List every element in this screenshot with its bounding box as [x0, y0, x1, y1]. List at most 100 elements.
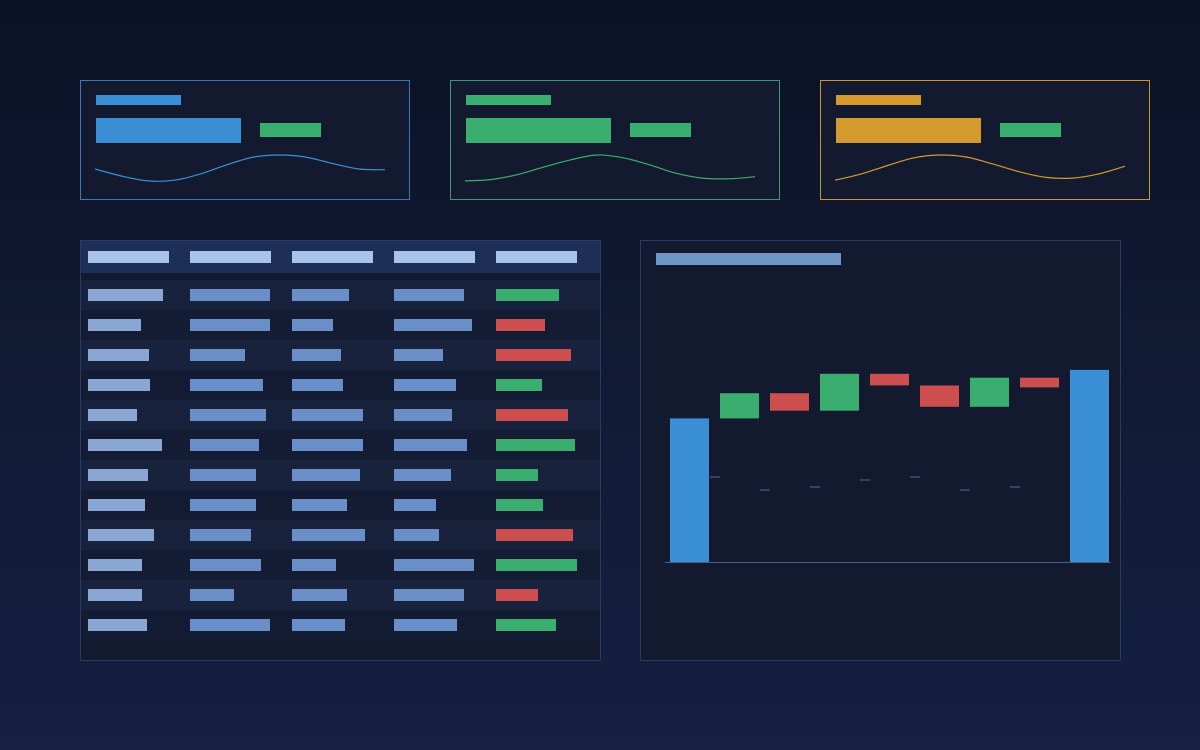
table-cell-label [88, 289, 163, 301]
table-cell-value [190, 379, 263, 391]
kpi-card-delta-badge [630, 123, 691, 137]
table-cell-label [88, 379, 150, 391]
table-cell-value [292, 589, 347, 601]
table-row[interactable] [81, 460, 600, 490]
table-row[interactable] [81, 610, 600, 640]
kpi-card-title [96, 95, 181, 105]
table-cell-value [190, 439, 259, 451]
kpi-card-value [466, 118, 611, 143]
table-cell-label [88, 409, 137, 421]
table-cell-value [190, 469, 256, 481]
table-cell-status [496, 439, 575, 451]
table-cell-value [394, 289, 464, 301]
table-cell-value [394, 589, 464, 601]
table-cell-value [394, 469, 451, 481]
table-cell-value [190, 499, 256, 511]
table-cell-label [88, 589, 142, 601]
table-cell-value [394, 529, 439, 541]
kpi-card-3 [820, 80, 1150, 200]
table-cell-value [394, 499, 436, 511]
waterfall-decrease-bar [920, 385, 959, 407]
kpi-card-sparkline [834, 154, 1126, 181]
table-cell-value [292, 469, 360, 481]
kpi-card-delta-badge [260, 123, 321, 137]
table-row[interactable] [81, 430, 600, 460]
table-cell-value [292, 619, 345, 631]
table-cell-value [190, 589, 234, 601]
sparkline-line [94, 154, 386, 182]
table-cell-value [190, 559, 261, 571]
table-row[interactable] [81, 340, 600, 370]
waterfall-increase-bar [970, 377, 1009, 407]
table-cell-value [292, 349, 341, 361]
table-cell-value [190, 319, 270, 331]
table-cell-value [292, 409, 363, 421]
table-cell-status [496, 529, 573, 541]
table-cell-value [394, 319, 472, 331]
table-cell-value [292, 499, 347, 511]
table-cell-value [292, 319, 333, 331]
table-cell-label [88, 619, 147, 631]
table-cell-status [496, 469, 538, 481]
table-cell-value [190, 619, 270, 631]
table-cell-status [496, 289, 559, 301]
table-cell-status [496, 349, 571, 361]
table-header-cell[interactable] [88, 251, 169, 263]
table-cell-value [394, 349, 443, 361]
table-cell-label [88, 469, 148, 481]
kpi-card-1 [80, 80, 410, 200]
waterfall-start-total-bar [670, 418, 709, 562]
waterfall-increase-bar [720, 393, 759, 419]
table-row[interactable] [81, 310, 600, 340]
sparkline-line [834, 154, 1126, 181]
table-cell-value [190, 349, 245, 361]
table-cell-status [496, 319, 545, 331]
waterfall-decrease-bar [770, 393, 809, 411]
table-cell-status [496, 379, 542, 391]
table-row[interactable] [81, 400, 600, 430]
table-header-cell[interactable] [190, 251, 271, 263]
table-row[interactable] [81, 550, 600, 580]
waterfall-increase-bar [820, 373, 859, 411]
table-cell-value [292, 439, 363, 451]
table-row[interactable] [81, 370, 600, 400]
table-cell-label [88, 439, 162, 451]
kpi-card-value [96, 118, 241, 143]
table-cell-label [88, 529, 154, 541]
table-cell-label [88, 319, 141, 331]
sparkline-line [464, 154, 756, 182]
table-cell-value [292, 379, 343, 391]
waterfall-end-total-bar [1070, 369, 1109, 562]
table-cell-status [496, 589, 538, 601]
kpi-card-sparkline [94, 154, 386, 182]
table-cell-value [292, 559, 336, 571]
table-cell-value [292, 289, 349, 301]
table-cell-value [394, 559, 474, 571]
table-header-cell[interactable] [394, 251, 475, 263]
kpi-card-title [466, 95, 551, 105]
table-cell-value [292, 529, 365, 541]
table-header-cell[interactable] [496, 251, 577, 263]
table-row[interactable] [81, 490, 600, 520]
kpi-card-delta-badge [1000, 123, 1061, 137]
table-header-cell[interactable] [292, 251, 373, 263]
waterfall-decrease-bar [870, 373, 909, 386]
table-cell-value [394, 439, 467, 451]
table-cell-label [88, 349, 149, 361]
waterfall-decrease-bar [1020, 377, 1059, 388]
table-cell-label [88, 499, 145, 511]
table-cell-value [190, 409, 266, 421]
kpi-card-2 [450, 80, 780, 200]
table-row[interactable] [81, 580, 600, 610]
kpi-card-value [836, 118, 981, 143]
table-cell-status [496, 619, 556, 631]
table-row[interactable] [81, 520, 600, 550]
chart-title [656, 253, 841, 265]
table-cell-value [190, 529, 251, 541]
kpi-card-sparkline [464, 154, 756, 182]
waterfall-chart [665, 369, 1111, 563]
table-cell-status [496, 559, 577, 571]
table-cell-status [496, 499, 543, 511]
table-row[interactable] [81, 280, 600, 310]
table-cell-status [496, 409, 568, 421]
